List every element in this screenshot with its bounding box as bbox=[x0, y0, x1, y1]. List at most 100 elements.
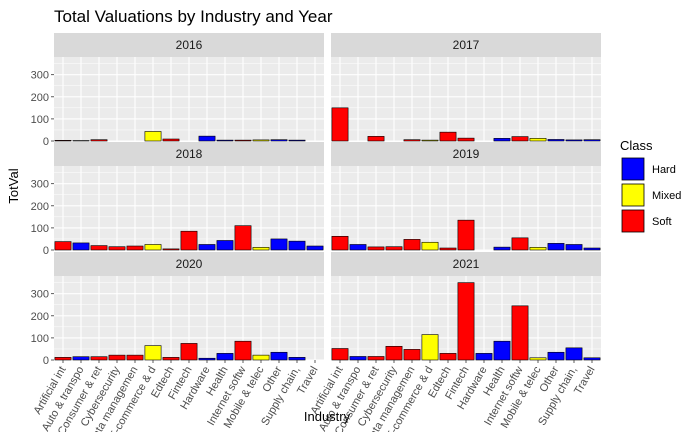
strip-2020 bbox=[54, 252, 324, 276]
y-axis-title: TotVal bbox=[6, 168, 21, 203]
legend-label-mixed: Mixed bbox=[652, 190, 681, 202]
bar-2020-mobile-telec bbox=[252, 354, 270, 361]
bar-2019-edtech bbox=[439, 247, 457, 251]
bar-2016-internet-softw bbox=[234, 139, 252, 142]
bar-2018-health bbox=[216, 240, 234, 251]
bar-2018-data-managemen bbox=[126, 245, 144, 251]
bar-2021-travel bbox=[583, 357, 601, 361]
bar-2017-health bbox=[493, 138, 511, 142]
facet-panels: 2016 0 100 200 300 2017 2018 0 100 200 300 2019 2020… bbox=[31, 33, 601, 367]
y-tick-label: 0 bbox=[43, 136, 49, 148]
strip-2017 bbox=[331, 33, 601, 57]
strip-2019 bbox=[331, 142, 601, 166]
y-tick-label: 100 bbox=[31, 223, 49, 235]
strip-label-2021: 2021 bbox=[453, 257, 480, 271]
bar-2017-data-managemen bbox=[403, 139, 421, 142]
bar-2021-cybersecurity bbox=[385, 345, 403, 361]
bar-2019-health bbox=[493, 246, 511, 251]
bar-2020-other bbox=[270, 351, 288, 361]
bar-2017-mobile-telec bbox=[529, 138, 547, 142]
bar-2020-internet-softw bbox=[234, 340, 252, 361]
bar-2016-e-commerce-d bbox=[144, 131, 162, 142]
bar-2021-data-managemen bbox=[403, 349, 421, 361]
bar-2018-internet-softw bbox=[234, 225, 252, 251]
legend-label-soft: Soft bbox=[652, 216, 672, 228]
bar-2020-edtech bbox=[162, 357, 180, 361]
bar-2018-edtech bbox=[162, 248, 180, 251]
bar-2018-artificial-int bbox=[54, 241, 72, 251]
strip-label-2019: 2019 bbox=[453, 147, 480, 161]
bar-2016-consumer-ret bbox=[90, 139, 108, 142]
bar-2019-travel bbox=[583, 247, 601, 251]
bar-2017-internet-softw bbox=[511, 136, 529, 142]
bar-2018-mobile-telec bbox=[252, 247, 270, 251]
bar-2016-mobile-telec bbox=[252, 139, 270, 142]
strip-2018 bbox=[54, 142, 324, 166]
bar-2019-consumer-ret bbox=[367, 246, 385, 251]
y-tick-label: 200 bbox=[31, 201, 49, 213]
bar-2018-e-commerce-d bbox=[144, 244, 162, 251]
strip-2021 bbox=[331, 252, 601, 276]
bar-2021-mobile-telec bbox=[529, 357, 547, 361]
legend-title: Class bbox=[620, 138, 653, 153]
bar-2021-fintech bbox=[457, 282, 475, 361]
bar-2018-travel bbox=[306, 245, 324, 251]
bar-2017-travel bbox=[583, 139, 601, 142]
bar-2018-supply-chain bbox=[288, 240, 306, 251]
bar-2021-e-commerce-d bbox=[421, 334, 439, 361]
bar-2016-hardware bbox=[198, 135, 216, 142]
bar-2016-other bbox=[270, 139, 288, 142]
x-axis-title: Industry bbox=[304, 409, 351, 424]
panel-2021: 2021 bbox=[331, 252, 601, 361]
y-tick-label: 0 bbox=[43, 245, 49, 257]
bar-2020-cybersecurity bbox=[108, 354, 126, 361]
bar-2016-edtech bbox=[162, 138, 180, 142]
bar-2020-data-managemen bbox=[126, 354, 144, 361]
legend-label-hard: Hard bbox=[652, 164, 676, 176]
y-tick-label: 300 bbox=[31, 289, 49, 301]
bar-2019-internet-softw bbox=[511, 237, 529, 251]
bar-2019-mobile-telec bbox=[529, 247, 547, 251]
bar-2019-e-commerce-d bbox=[421, 241, 439, 251]
bar-2016-supply-chain bbox=[288, 139, 306, 142]
panel-2019: 2019 bbox=[331, 142, 601, 251]
y-tick-label: 100 bbox=[31, 114, 49, 126]
bar-2017-other bbox=[547, 139, 565, 142]
y-tick-label: 300 bbox=[31, 179, 49, 191]
bar-2016-health bbox=[216, 139, 234, 142]
bar-2021-auto-transpo bbox=[349, 356, 367, 361]
bar-2021-edtech bbox=[439, 353, 457, 361]
y-tick-label: 200 bbox=[31, 311, 49, 323]
bar-2020-supply-chain bbox=[288, 357, 306, 361]
bar-2017-consumer-ret bbox=[367, 136, 385, 142]
bar-2021-supply-chain bbox=[565, 347, 583, 361]
strip-label-2017: 2017 bbox=[453, 38, 480, 52]
y-tick-label: 0 bbox=[43, 355, 49, 367]
bar-2016-artificial-int bbox=[54, 140, 72, 142]
legend: Class Hard Mixed Soft bbox=[620, 138, 681, 233]
y-tick-label: 200 bbox=[31, 92, 49, 104]
bar-2019-supply-chain bbox=[565, 244, 583, 251]
bar-2019-cybersecurity bbox=[385, 246, 403, 251]
bar-2021-health bbox=[493, 340, 511, 361]
bar-2020-auto-transpo bbox=[72, 356, 90, 361]
y-tick-label: 100 bbox=[31, 333, 49, 345]
bar-2019-artificial-int bbox=[331, 235, 349, 251]
bar-2019-auto-transpo bbox=[349, 244, 367, 251]
strip-label-2016: 2016 bbox=[176, 38, 203, 52]
legend-key-mixed bbox=[621, 183, 645, 207]
bar-2019-fintech bbox=[457, 219, 475, 251]
bar-2017-e-commerce-d bbox=[421, 139, 439, 142]
panel-2018: 2018 0 100 200 300 bbox=[31, 142, 324, 257]
bar-2020-hardware bbox=[198, 357, 216, 361]
bar-2020-artificial-int bbox=[54, 357, 72, 361]
bar-2020-consumer-ret bbox=[90, 356, 108, 361]
bar-2018-cybersecurity bbox=[108, 246, 126, 251]
strip-label-2018: 2018 bbox=[176, 147, 203, 161]
legend-key-hard bbox=[621, 157, 645, 181]
bar-2021-other bbox=[547, 351, 565, 361]
y-tick-label: 300 bbox=[31, 70, 49, 82]
bar-2020-fintech bbox=[180, 343, 198, 361]
bar-2018-fintech bbox=[180, 230, 198, 251]
